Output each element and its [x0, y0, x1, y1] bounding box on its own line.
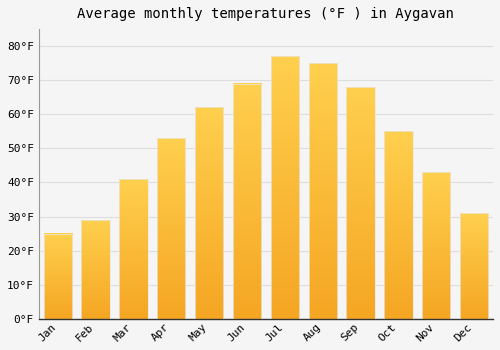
Bar [233, 84, 261, 319]
Bar [422, 172, 450, 319]
Bar [82, 220, 110, 319]
Title: Average monthly temperatures (°F ) in Aygavan: Average monthly temperatures (°F ) in Ay… [78, 7, 454, 21]
Bar [346, 87, 375, 319]
Bar [195, 107, 224, 319]
Bar [157, 138, 186, 319]
Bar [270, 56, 299, 319]
Bar [119, 179, 148, 319]
Bar [384, 131, 412, 319]
Bar [460, 213, 488, 319]
Bar [308, 63, 337, 319]
Bar [44, 234, 72, 319]
